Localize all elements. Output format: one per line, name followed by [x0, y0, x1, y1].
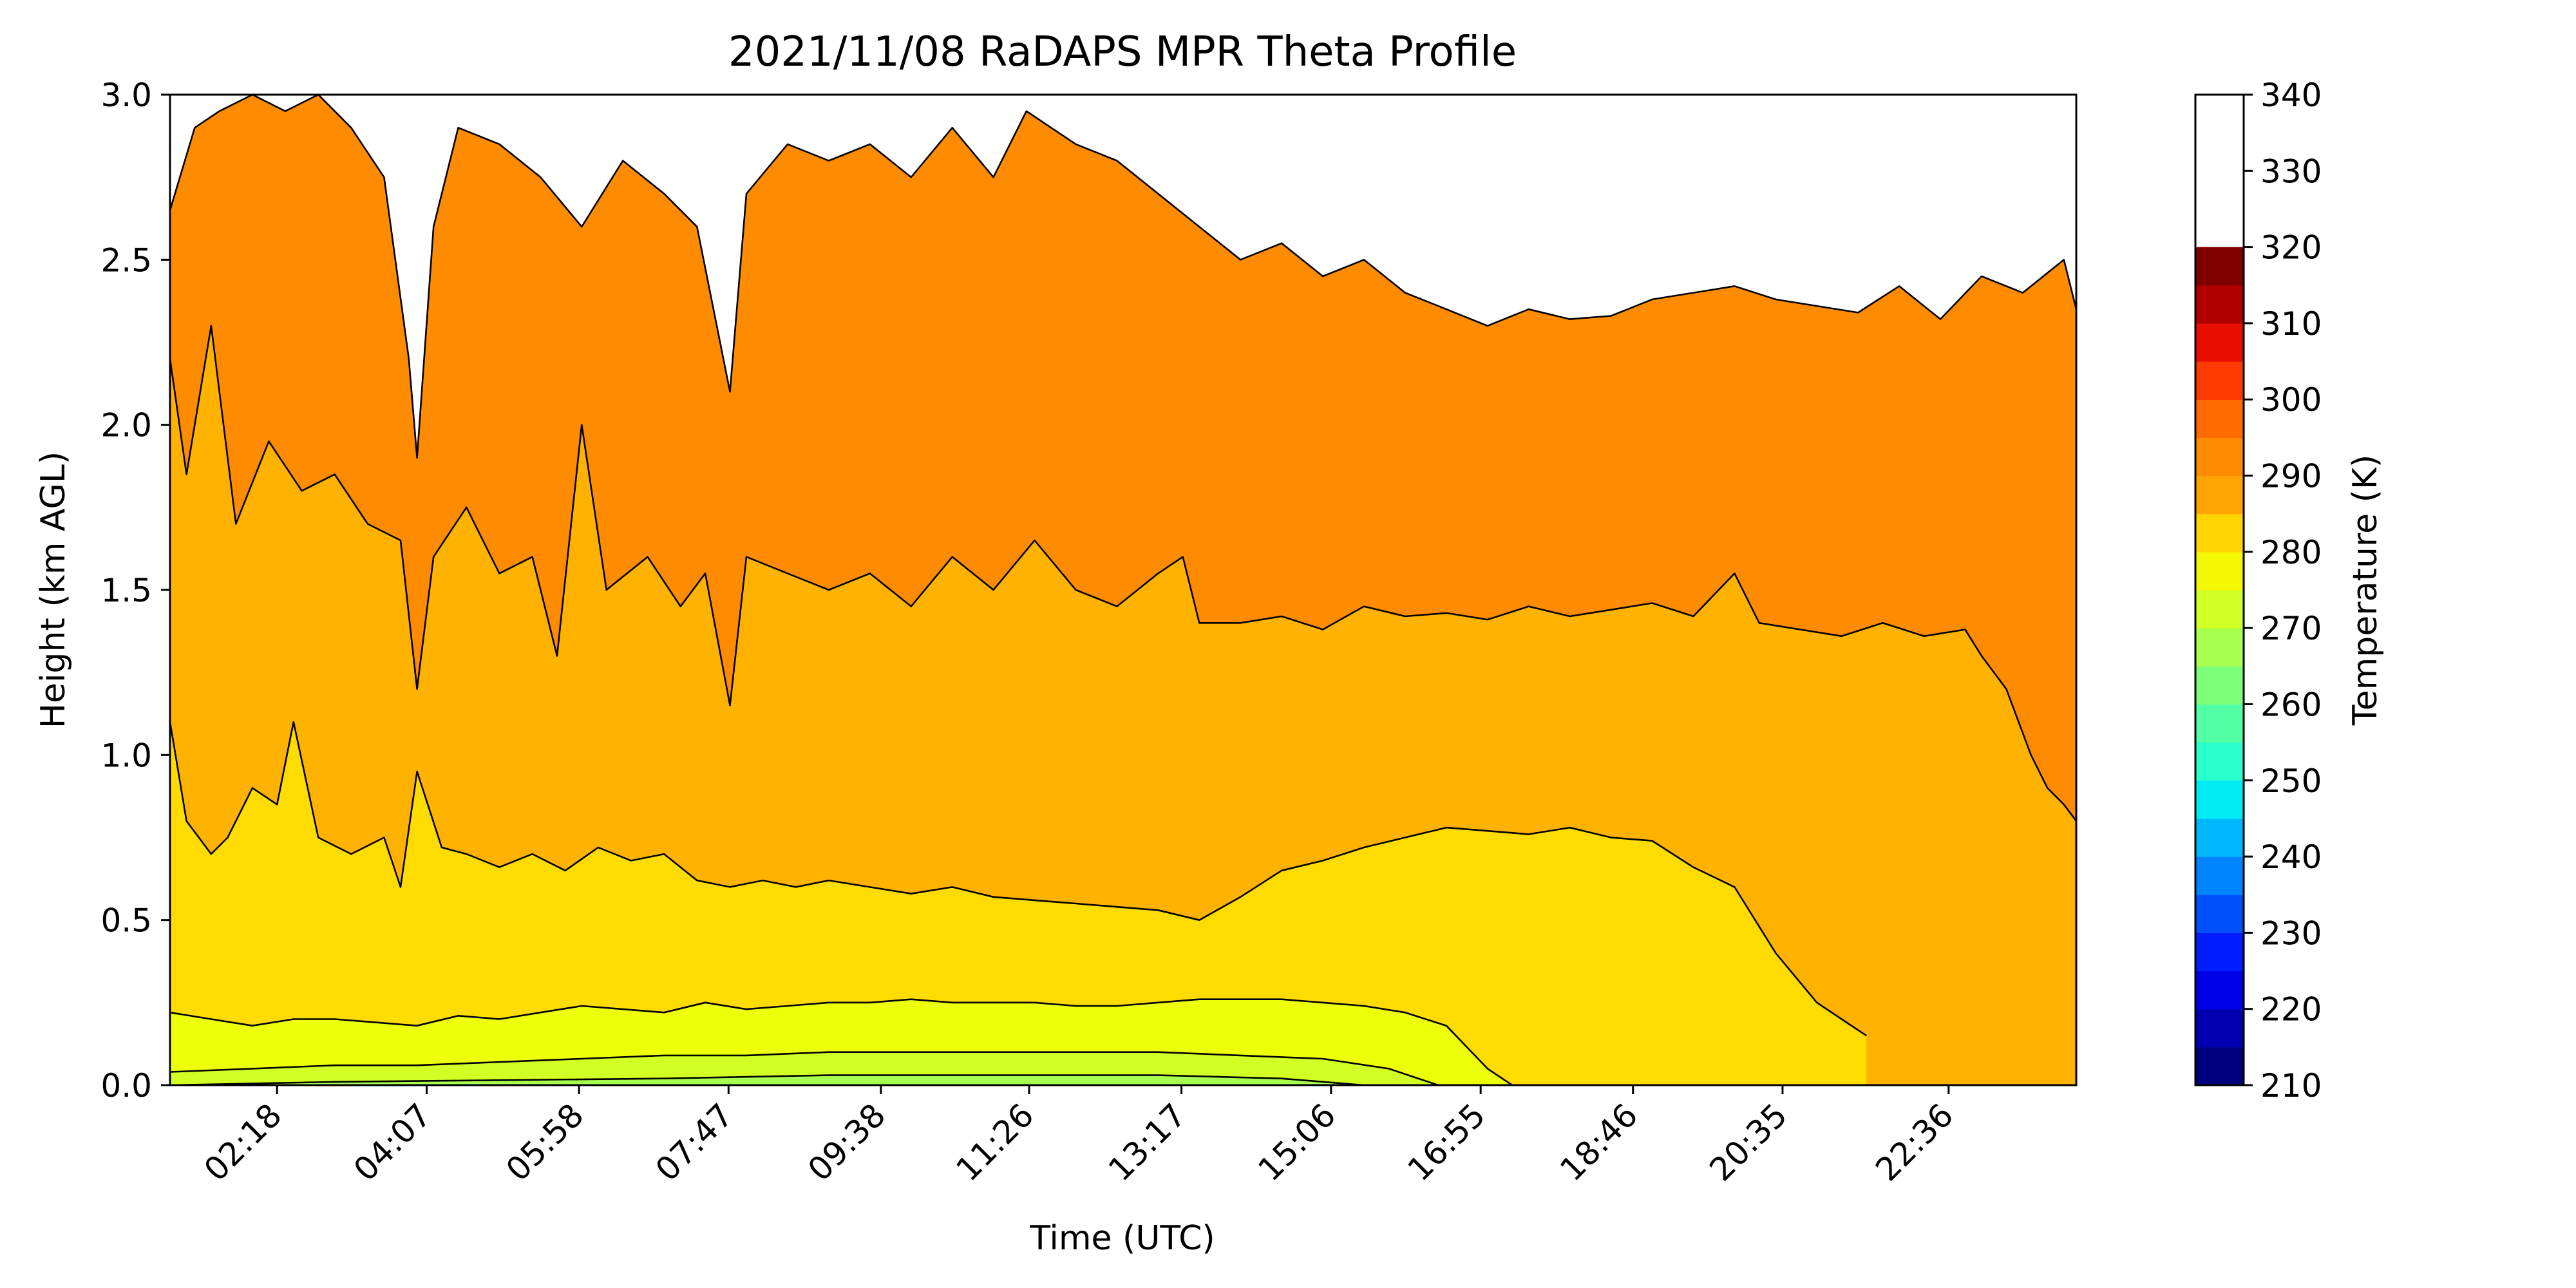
colorbar-frame [2194, 93, 2245, 1086]
x-tick-label: 07:47 [649, 1096, 741, 1188]
colorbar-swatch [2195, 1046, 2244, 1086]
colorbar-tick-label: 340 [2260, 77, 2322, 114]
colorbar-tick-label: 330 [2260, 153, 2322, 190]
colorbar-swatch [2195, 666, 2244, 705]
isotherm-line-300 [170, 325, 2076, 822]
contour-fill-280 [170, 1075, 1364, 1085]
colorbar-tick-label: 320 [2260, 229, 2322, 267]
colorbar: 210 220 230 240 250 260 270 280 290 300 310 320 330 3… [2194, 77, 2322, 1104]
colorbar-tick-label: 250 [2260, 762, 2322, 800]
isotherm-line-285 [170, 1051, 1439, 1085]
colorbar-tick-label: 280 [2260, 534, 2322, 571]
colorbar-swatch [2195, 590, 2244, 629]
colorbar-tick-label: 270 [2260, 610, 2322, 647]
colorbar-swatch [2195, 247, 2244, 286]
colorbar-swatch [2195, 285, 2244, 324]
contour-fills [170, 95, 2076, 1085]
colorbar-tick-label: 290 [2260, 458, 2322, 495]
x-tick-label: 05:58 [499, 1096, 591, 1188]
x-tick-label: 20:35 [1703, 1096, 1795, 1188]
colorbar-swatch [2195, 895, 2244, 933]
chart-title: 2021/11/08 RaDAPS MPR Theta Profile [728, 28, 1517, 76]
x-tick-label: 02:18 [197, 1096, 289, 1188]
colorbar-swatch [2195, 742, 2244, 781]
colorbar-tick-label: 230 [2260, 914, 2322, 952]
colorbar-swatch [2195, 399, 2244, 438]
y-tick-label: 1.0 [100, 737, 152, 774]
x-tick-label: 11:26 [949, 1096, 1041, 1188]
x-axis: 02:18 04:07 05:58 07:47 09:38 11:26 13:17 15:06… [197, 1085, 1960, 1188]
colorbar-swatch [2195, 971, 2244, 1010]
colorbar-swatch [2195, 780, 2244, 819]
y-tick-label: 0.0 [100, 1067, 152, 1104]
y-tick-label: 0.5 [100, 902, 152, 940]
x-tick-label: 16:55 [1401, 1096, 1493, 1188]
colorbar-swatch [2195, 513, 2244, 553]
colorbar-swatch [2195, 933, 2244, 972]
colorbar-swatch [2195, 1009, 2244, 1048]
colorbar-swatch [2195, 475, 2244, 515]
colorbar-swatch [2195, 551, 2244, 591]
isotherm-line-290 [170, 998, 1513, 1085]
colorbar-tick-label: 210 [2260, 1067, 2322, 1104]
colorbar-swatch [2195, 437, 2244, 477]
colorbar-swatch [2195, 628, 2244, 667]
plot-area [169, 93, 2078, 1086]
isotherm-line-280 [170, 1074, 1365, 1085]
x-tick-label: 18:46 [1553, 1096, 1645, 1188]
y-tick-label: 1.5 [100, 572, 152, 609]
colorbar-tick-label: 220 [2260, 991, 2322, 1028]
y-axis-label: Height (km AGL) [34, 451, 73, 728]
colorbar-swatch [2195, 361, 2244, 400]
colorbar-swatch [2195, 818, 2244, 857]
isotherm-lines [170, 95, 2076, 1085]
x-tick-label: 15:06 [1251, 1096, 1343, 1188]
y-axis: 0.0 0.5 1.0 1.5 2.0 2.5 3.0 [100, 77, 170, 1104]
x-tick-label: 13:17 [1101, 1096, 1193, 1188]
y-tick-label: 3.0 [100, 77, 152, 114]
colorbar-tick-label: 300 [2260, 381, 2322, 419]
colorbar-tick-label: 310 [2260, 305, 2322, 343]
y-tick-label: 2.5 [100, 242, 152, 279]
y-tick-label: 2.0 [100, 407, 152, 444]
colorbar-tick-label: 240 [2260, 838, 2322, 876]
isotherm-line-295 [170, 721, 1867, 1037]
x-tick-label: 22:36 [1868, 1096, 1960, 1188]
x-axis-label: Time (UTC) [1029, 1219, 1215, 1258]
colorbar-swatch [2195, 704, 2244, 743]
colorbar-swatch [2195, 857, 2244, 895]
colorbar-tick-label: 260 [2260, 686, 2322, 723]
isotherm-line-305 [170, 95, 2076, 459]
contour-fill-295 [170, 722, 1866, 1085]
x-tick-label: 09:38 [800, 1096, 893, 1188]
colorbar-swatch [2195, 323, 2244, 362]
colorbar-label: Temperature (K) [2346, 455, 2385, 726]
x-tick-label: 04:07 [346, 1096, 439, 1188]
